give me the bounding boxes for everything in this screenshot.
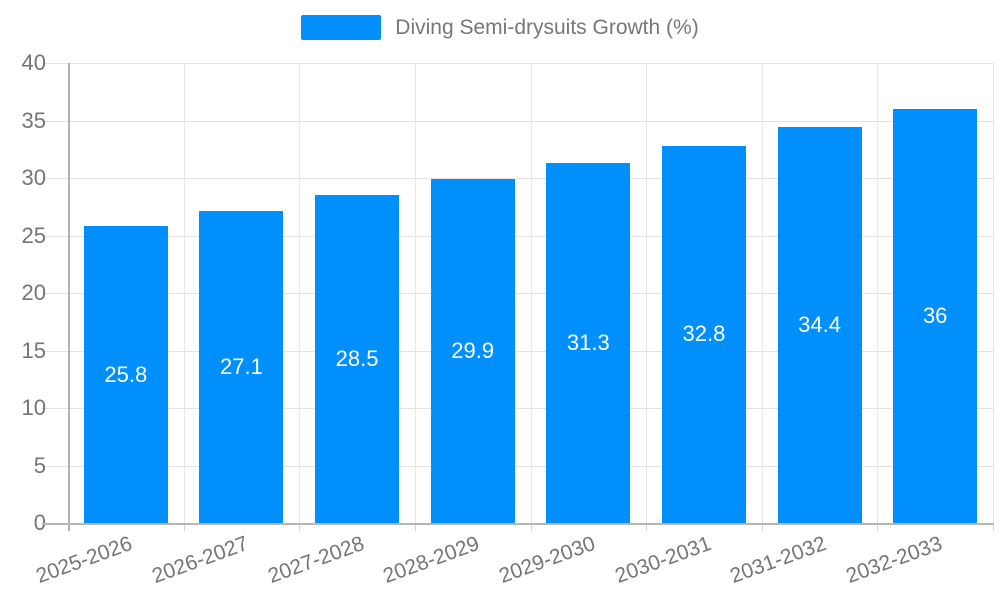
v-gridline	[299, 63, 301, 523]
bar[interactable]	[546, 163, 631, 523]
y-axis-label: 25	[21, 222, 46, 248]
x-axis-line	[42, 523, 993, 525]
bar[interactable]	[777, 127, 862, 523]
x-axis-label: 2025-2026	[33, 532, 136, 588]
x-axis-tick	[761, 523, 763, 531]
h-gridline	[42, 293, 993, 294]
bar[interactable]	[893, 109, 978, 523]
legend-item[interactable]: Diving Semi-drysuits Growth (%)	[0, 15, 1000, 40]
y-axis-line	[68, 63, 70, 531]
v-gridline	[414, 63, 416, 523]
x-axis-tick	[530, 523, 532, 531]
x-axis-label: 2030-2031	[611, 532, 714, 588]
y-axis-label: 40	[21, 50, 46, 75]
v-gridline	[993, 63, 994, 523]
h-gridline	[42, 408, 993, 409]
bar[interactable]	[661, 145, 746, 523]
legend-label: Diving Semi-drysuits Growth (%)	[395, 15, 699, 39]
h-gridline	[42, 178, 993, 179]
x-axis-tick	[646, 523, 648, 531]
h-gridline	[42, 235, 993, 237]
y-axis-label: 10	[21, 395, 46, 420]
x-axis-tick	[414, 523, 416, 531]
v-gridline	[183, 63, 185, 523]
x-axis-tick	[299, 523, 301, 531]
x-axis-label: 2028-2029	[380, 532, 483, 588]
v-gridline	[761, 63, 763, 523]
h-gridline	[42, 350, 993, 352]
x-axis-tick	[183, 523, 185, 531]
x-axis-tick	[993, 523, 994, 531]
v-gridline	[646, 63, 648, 523]
x-axis-label: 2027-2028	[264, 532, 367, 588]
h-gridline	[42, 120, 993, 122]
y-axis-label: 0	[33, 510, 46, 535]
y-axis-label: 35	[21, 107, 46, 133]
legend-swatch	[301, 15, 382, 40]
bar[interactable]	[83, 226, 168, 523]
y-axis-label: 15	[21, 337, 46, 363]
x-axis-label: 2032-2033	[842, 532, 946, 588]
v-gridline	[877, 63, 879, 523]
y-axis-label: 30	[21, 165, 46, 190]
y-axis-label: 5	[33, 452, 46, 478]
h-gridline	[42, 63, 993, 64]
bar[interactable]	[199, 211, 284, 523]
x-axis-tick	[877, 523, 879, 531]
x-axis-label: 2031-2032	[727, 532, 830, 588]
bar[interactable]	[315, 195, 400, 523]
y-axis-label: 20	[21, 280, 46, 305]
x-axis-label: 2026-2027	[149, 532, 252, 588]
h-gridline	[42, 465, 993, 467]
x-axis-label: 2029-2030	[495, 532, 599, 588]
v-gridline	[530, 63, 532, 523]
bar[interactable]	[430, 179, 515, 523]
plot-area: 25.8 27.1 28.5 29.9 31.3 32.8 34.4 36	[42, 63, 994, 523]
